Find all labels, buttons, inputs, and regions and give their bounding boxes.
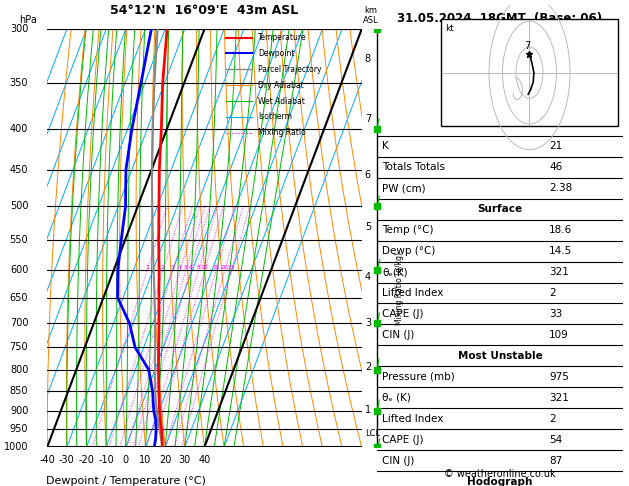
- Text: Temperature: Temperature: [258, 33, 306, 42]
- Text: 2: 2: [549, 414, 556, 424]
- Text: θₑ (K): θₑ (K): [382, 393, 411, 403]
- Text: © weatheronline.co.uk: © weatheronline.co.uk: [444, 469, 556, 479]
- Text: 46: 46: [549, 162, 562, 172]
- Text: 950: 950: [10, 424, 28, 434]
- Text: Isotherm: Isotherm: [258, 112, 292, 122]
- Text: 5: 5: [365, 223, 371, 232]
- Text: 7: 7: [365, 114, 371, 124]
- Text: -10: -10: [98, 455, 114, 466]
- Text: 1: 1: [365, 405, 371, 415]
- Text: Pressure (mb): Pressure (mb): [382, 372, 455, 382]
- Text: 87: 87: [549, 456, 562, 466]
- Text: CIN (J): CIN (J): [382, 456, 415, 466]
- Text: km
ASL: km ASL: [364, 5, 379, 25]
- Text: 6: 6: [189, 265, 192, 270]
- Text: Dry Adiabat: Dry Adiabat: [258, 81, 304, 89]
- Text: 2: 2: [161, 265, 165, 270]
- Text: 4: 4: [365, 272, 371, 282]
- Text: 10: 10: [201, 265, 208, 270]
- Text: Lifted Index: Lifted Index: [382, 414, 443, 424]
- Text: 700: 700: [10, 318, 28, 329]
- Text: 4: 4: [178, 265, 182, 270]
- Text: 6: 6: [365, 170, 371, 180]
- Text: 33: 33: [549, 309, 562, 319]
- Text: 2: 2: [549, 288, 556, 298]
- Text: 3: 3: [171, 265, 175, 270]
- Text: CAPE (J): CAPE (J): [382, 309, 424, 319]
- Text: 321: 321: [549, 393, 569, 403]
- Text: 400: 400: [10, 124, 28, 134]
- Text: Dewp (°C): Dewp (°C): [382, 246, 436, 256]
- Bar: [441, 19, 618, 126]
- Text: Dewpoint: Dewpoint: [258, 49, 294, 58]
- Text: 109: 109: [549, 330, 569, 340]
- Text: 0: 0: [123, 455, 129, 466]
- Text: 350: 350: [10, 78, 28, 87]
- Text: 25: 25: [228, 265, 235, 270]
- Text: 650: 650: [10, 293, 28, 303]
- Text: Hodograph: Hodograph: [467, 477, 533, 486]
- Text: 20: 20: [159, 455, 171, 466]
- Text: K: K: [382, 141, 389, 151]
- Text: 321: 321: [549, 267, 569, 277]
- Text: 850: 850: [10, 386, 28, 396]
- Text: 1000: 1000: [4, 442, 28, 452]
- Text: Totals Totals: Totals Totals: [382, 162, 445, 172]
- Text: Most Unstable: Most Unstable: [458, 351, 542, 361]
- Text: 18.6: 18.6: [549, 225, 572, 235]
- Text: 14.5: 14.5: [549, 246, 572, 256]
- Text: PW (cm): PW (cm): [382, 183, 426, 193]
- Text: 600: 600: [10, 265, 28, 275]
- Text: 40: 40: [198, 455, 211, 466]
- Text: 500: 500: [10, 202, 28, 211]
- Text: 450: 450: [10, 165, 28, 175]
- Text: Mixing Ratio: Mixing Ratio: [258, 128, 306, 138]
- Text: Wet Adiabat: Wet Adiabat: [258, 97, 305, 105]
- Text: Lifted Index: Lifted Index: [382, 288, 443, 298]
- Text: 8: 8: [365, 54, 371, 64]
- Text: Temp (°C): Temp (°C): [382, 225, 434, 235]
- Text: 2: 2: [365, 363, 371, 372]
- Text: kt: kt: [445, 24, 454, 33]
- Text: 30: 30: [179, 455, 191, 466]
- Text: 300: 300: [10, 24, 28, 34]
- Text: 900: 900: [10, 405, 28, 416]
- Text: 8: 8: [196, 265, 200, 270]
- Text: 54: 54: [549, 434, 562, 445]
- Text: CAPE (J): CAPE (J): [382, 434, 424, 445]
- Text: 10: 10: [140, 455, 152, 466]
- Text: 21: 21: [549, 141, 562, 151]
- Text: 550: 550: [9, 235, 28, 244]
- Text: -40: -40: [39, 455, 55, 466]
- Text: Parcel Trajectory: Parcel Trajectory: [258, 65, 321, 74]
- Text: 3: 3: [365, 318, 371, 329]
- Text: 800: 800: [10, 364, 28, 375]
- Text: 7: 7: [525, 41, 531, 51]
- Text: θₑ(K): θₑ(K): [382, 267, 408, 277]
- Text: Surface: Surface: [477, 204, 523, 214]
- Text: Dewpoint / Temperature (°C): Dewpoint / Temperature (°C): [46, 476, 206, 486]
- Text: hPa: hPa: [19, 15, 37, 25]
- Text: 5: 5: [184, 265, 187, 270]
- Text: 1: 1: [145, 265, 149, 270]
- Text: -20: -20: [79, 455, 94, 466]
- Text: 975: 975: [549, 372, 569, 382]
- Text: 54°12'N  16°09'E  43m ASL: 54°12'N 16°09'E 43m ASL: [110, 3, 299, 17]
- Text: 750: 750: [9, 342, 28, 352]
- Text: 15: 15: [213, 265, 220, 270]
- Text: CIN (J): CIN (J): [382, 330, 415, 340]
- Text: Mixing Ratio (g/kg): Mixing Ratio (g/kg): [395, 252, 404, 325]
- Text: 2.38: 2.38: [549, 183, 572, 193]
- Text: LCL: LCL: [365, 429, 380, 438]
- Text: -30: -30: [59, 455, 75, 466]
- Text: 20: 20: [221, 265, 228, 270]
- Text: 31.05.2024  18GMT  (Base: 06): 31.05.2024 18GMT (Base: 06): [398, 12, 603, 25]
